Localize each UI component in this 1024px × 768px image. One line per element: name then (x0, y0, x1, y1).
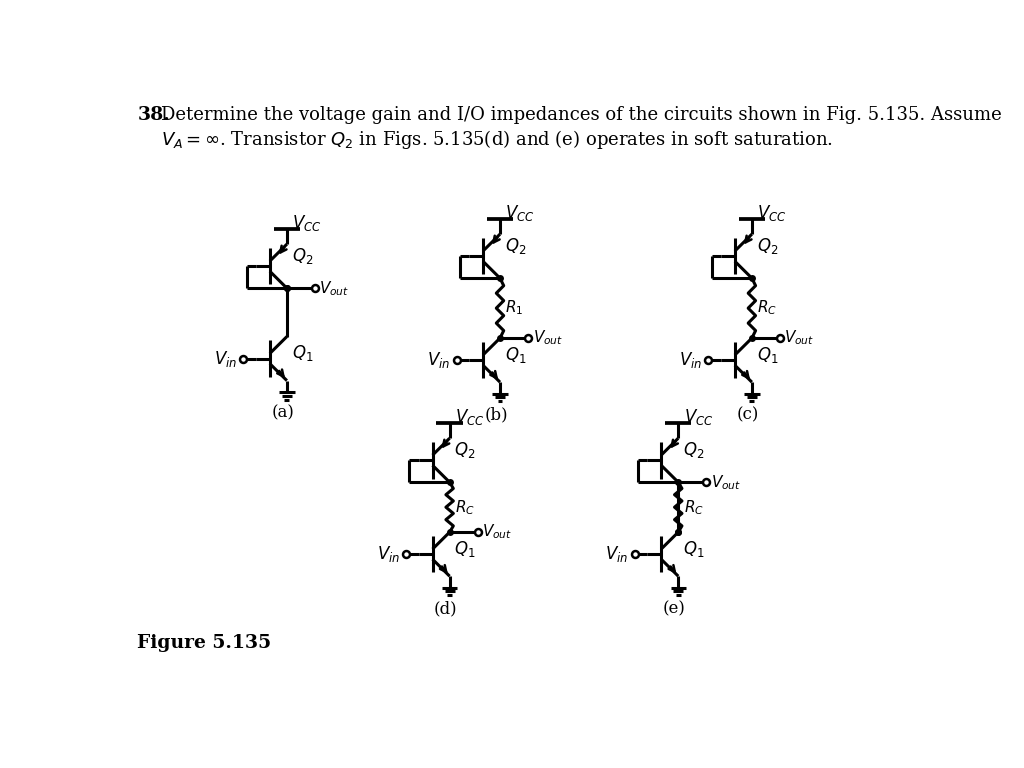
Text: (c): (c) (737, 406, 759, 423)
Text: $V_{CC}$: $V_{CC}$ (292, 213, 322, 233)
Text: (d): (d) (434, 600, 458, 617)
Text: (b): (b) (484, 406, 508, 423)
Text: $Q_2$: $Q_2$ (292, 246, 313, 266)
Text: 38.: 38. (137, 106, 170, 124)
Text: $V_{out}$: $V_{out}$ (532, 329, 563, 347)
Text: Figure 5.135: Figure 5.135 (137, 634, 271, 653)
Text: $V_A = \infty$. Transistor $Q_2$ in Figs. 5.135(d) and (e) operates in soft satu: $V_A = \infty$. Transistor $Q_2$ in Figs… (161, 127, 833, 151)
Text: $Q_1$: $Q_1$ (683, 539, 705, 559)
Text: $Q_1$: $Q_1$ (455, 539, 476, 559)
Text: $V_{in}$: $V_{in}$ (679, 350, 702, 370)
Text: $Q_1$: $Q_1$ (292, 343, 313, 363)
Text: $Q_1$: $Q_1$ (757, 345, 778, 365)
Text: $Q_2$: $Q_2$ (505, 236, 526, 256)
Text: $V_{in}$: $V_{in}$ (427, 350, 451, 370)
Text: $V_{out}$: $V_{out}$ (319, 279, 349, 297)
Text: $R_1$: $R_1$ (506, 299, 523, 317)
Text: $V_{out}$: $V_{out}$ (482, 523, 512, 541)
Text: $V_{out}$: $V_{out}$ (711, 473, 741, 492)
Text: $V_{in}$: $V_{in}$ (214, 349, 238, 369)
Text: (e): (e) (663, 600, 686, 617)
Text: $V_{CC}$: $V_{CC}$ (455, 406, 484, 427)
Text: $Q_1$: $Q_1$ (505, 345, 526, 365)
Text: $R_C$: $R_C$ (684, 498, 703, 517)
Text: $R_C$: $R_C$ (455, 498, 475, 517)
Text: $R_C$: $R_C$ (758, 299, 777, 317)
Text: $V_{CC}$: $V_{CC}$ (684, 406, 714, 427)
Text: Determine the voltage gain and I/O impedances of the circuits shown in Fig. 5.13: Determine the voltage gain and I/O imped… (161, 106, 1001, 124)
Text: (a): (a) (271, 405, 295, 422)
Text: $V_{CC}$: $V_{CC}$ (758, 203, 786, 223)
Text: $V_{in}$: $V_{in}$ (377, 545, 400, 564)
Text: $V_{out}$: $V_{out}$ (784, 329, 815, 347)
Text: $Q_2$: $Q_2$ (455, 440, 475, 460)
Text: $V_{in}$: $V_{in}$ (605, 545, 629, 564)
Text: $Q_2$: $Q_2$ (683, 440, 705, 460)
Text: $V_{CC}$: $V_{CC}$ (506, 203, 535, 223)
Text: $Q_2$: $Q_2$ (757, 236, 778, 256)
